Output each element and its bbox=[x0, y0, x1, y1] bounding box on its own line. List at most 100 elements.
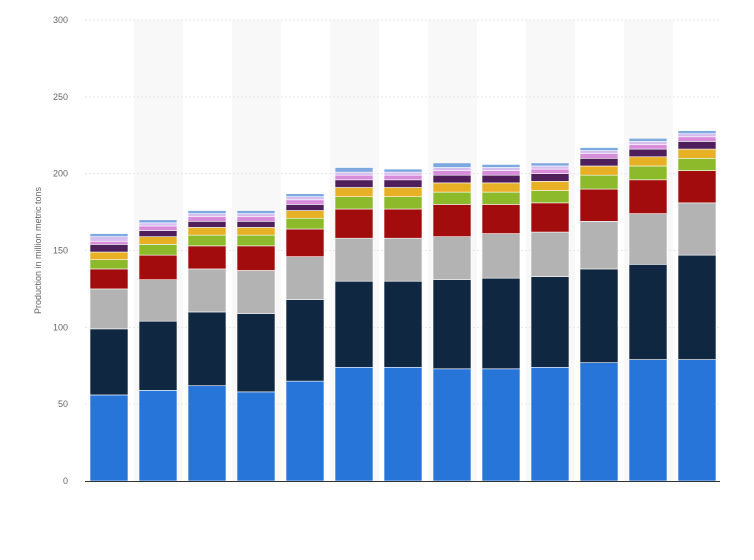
bar-segment bbox=[481, 167, 521, 171]
bar-segment bbox=[579, 174, 619, 190]
bar-segment bbox=[628, 165, 668, 181]
bar-segment bbox=[530, 162, 570, 167]
bar-segment bbox=[628, 148, 668, 158]
bar-stack bbox=[579, 147, 619, 482]
bar-segment bbox=[187, 216, 227, 222]
bar-segment bbox=[285, 199, 325, 205]
bar-segment bbox=[187, 385, 227, 482]
bar-segment bbox=[628, 359, 668, 482]
bar-segment bbox=[628, 141, 668, 145]
bar-segment bbox=[89, 268, 129, 290]
bar-segment bbox=[187, 213, 227, 217]
bar-segment bbox=[383, 171, 423, 176]
bar-segment bbox=[236, 270, 276, 314]
bar-segment bbox=[89, 233, 129, 237]
bar-segment bbox=[677, 170, 717, 204]
y-tick-label: 250 bbox=[53, 92, 68, 102]
y-tick-label: 150 bbox=[53, 246, 68, 256]
bar-segment bbox=[432, 167, 472, 171]
y-tick-label: 300 bbox=[53, 15, 68, 25]
bar-segment bbox=[677, 133, 717, 138]
bar-segment bbox=[334, 174, 374, 181]
bar-segment bbox=[432, 236, 472, 280]
bar-segment bbox=[481, 174, 521, 184]
bar-segment bbox=[677, 130, 717, 135]
bar-segment bbox=[481, 182, 521, 193]
bar-segment bbox=[236, 234, 276, 247]
bar-segment bbox=[677, 359, 717, 482]
bar-segment bbox=[481, 368, 521, 482]
bar-segment bbox=[334, 167, 374, 173]
bar-segment bbox=[530, 173, 570, 182]
bar-segment bbox=[677, 254, 717, 360]
bar-segment bbox=[334, 208, 374, 239]
bar-segment bbox=[677, 158, 717, 171]
bar-segment bbox=[138, 236, 178, 245]
bar-segment bbox=[138, 254, 178, 280]
bar-segment bbox=[677, 148, 717, 159]
bar-segment bbox=[432, 162, 472, 168]
bar-segment bbox=[285, 210, 325, 219]
bar-segment bbox=[383, 208, 423, 239]
bar-segment bbox=[677, 136, 717, 142]
bar-segment bbox=[579, 188, 619, 222]
bar-segment bbox=[579, 165, 619, 176]
bar-segment bbox=[481, 233, 521, 279]
bar-stack bbox=[677, 130, 717, 482]
bar-segment bbox=[285, 380, 325, 482]
bar-segment bbox=[285, 228, 325, 257]
bar-segment bbox=[89, 394, 129, 482]
bar-segment bbox=[334, 179, 374, 188]
y-tick-label: 200 bbox=[53, 169, 68, 179]
bar-segment bbox=[383, 174, 423, 181]
bar-segment bbox=[285, 256, 325, 300]
bar-segment bbox=[285, 193, 325, 198]
bar-segment bbox=[187, 234, 227, 247]
y-tick-label: 50 bbox=[58, 399, 68, 409]
bars bbox=[89, 130, 717, 482]
bar-segment bbox=[677, 202, 717, 256]
bar-segment bbox=[334, 237, 374, 282]
bar-stack bbox=[383, 168, 423, 482]
bar-stack bbox=[481, 164, 521, 482]
bar-segment bbox=[432, 204, 472, 237]
bar-segment bbox=[138, 230, 178, 237]
bar-segment bbox=[187, 311, 227, 387]
bar-segment bbox=[138, 222, 178, 227]
bar-segment bbox=[383, 237, 423, 282]
bar-stack bbox=[628, 138, 668, 482]
bar-segment bbox=[285, 196, 325, 201]
bar-segment bbox=[628, 264, 668, 360]
bar-segment bbox=[236, 391, 276, 482]
bar-segment bbox=[432, 279, 472, 370]
bar-segment bbox=[138, 225, 178, 231]
bar-segment bbox=[481, 191, 521, 205]
bar-segment bbox=[432, 170, 472, 176]
bar-segment bbox=[334, 366, 374, 482]
bar-segment bbox=[383, 196, 423, 210]
bar-segment bbox=[432, 174, 472, 184]
bar-segment bbox=[579, 158, 619, 167]
bar-segment bbox=[89, 288, 129, 330]
bar-segment bbox=[334, 196, 374, 210]
bar-segment bbox=[481, 204, 521, 234]
bar-segment bbox=[383, 187, 423, 198]
bar-segment bbox=[138, 390, 178, 482]
bar-segment bbox=[89, 244, 129, 253]
bar-stack bbox=[138, 219, 178, 482]
bar-segment bbox=[383, 366, 423, 482]
bar-stack bbox=[285, 193, 325, 482]
bar-segment bbox=[530, 276, 570, 368]
bar-segment bbox=[530, 231, 570, 277]
y-axis-ticks: 0 50 100 150 200 250 300 bbox=[53, 15, 68, 486]
bar-segment bbox=[334, 171, 374, 176]
bar-segment bbox=[530, 181, 570, 191]
bar-segment bbox=[432, 191, 472, 205]
bar-segment bbox=[481, 277, 521, 370]
bar-segment bbox=[530, 168, 570, 174]
bar-segment bbox=[138, 219, 178, 224]
bar-segment bbox=[530, 165, 570, 170]
bar-segment bbox=[628, 156, 668, 167]
bar-segment bbox=[89, 240, 129, 245]
bar-segment bbox=[628, 179, 668, 214]
